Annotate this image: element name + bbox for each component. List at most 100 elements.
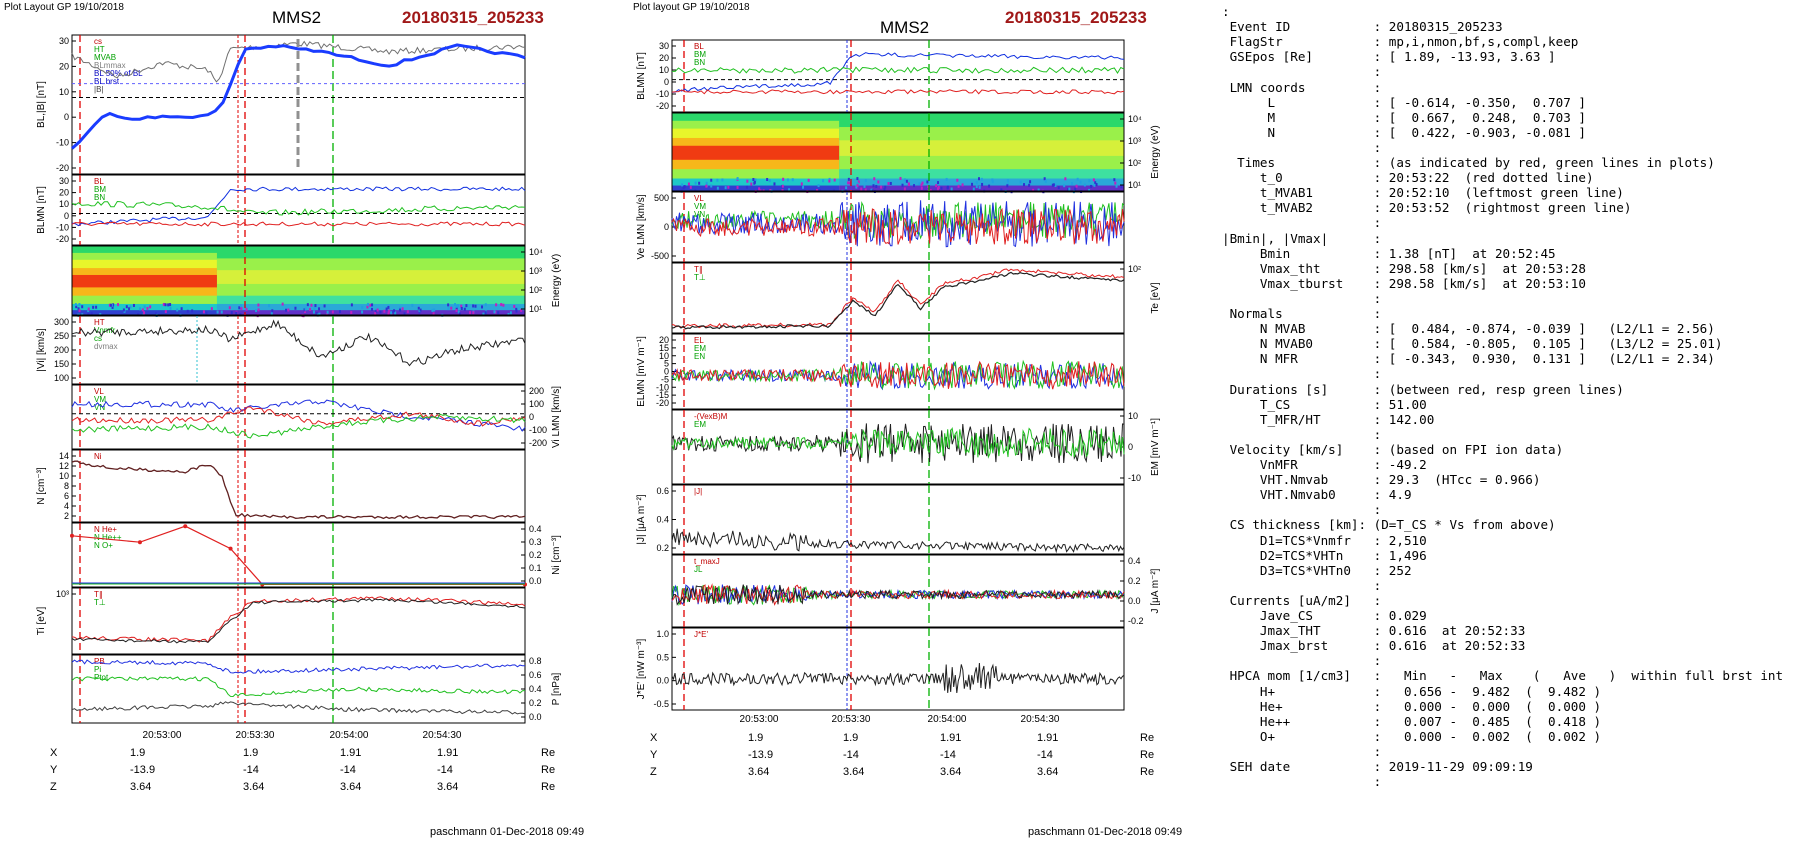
left-p-ytick-label: 0.8 — [529, 656, 542, 666]
right-energy-spec-speckle — [920, 183, 923, 187]
left-pos-row-label: Z — [50, 781, 57, 793]
right-energy-spec-speckle — [1000, 188, 1003, 192]
left-energy-spec-band-pre — [72, 287, 217, 297]
right-energy-spec-speckle — [781, 184, 784, 188]
left-energy-spec-speckle — [271, 309, 274, 313]
info-row: : — [1222, 366, 1382, 382]
left-blmn-legend-entry: BM — [94, 185, 106, 194]
right-energy-spec-speckle — [978, 185, 981, 189]
event-info-panel: : Event ID : 20180315_205233 FlagStr : m… — [1222, 4, 1800, 804]
left-blmn-series-bn — [71, 221, 526, 227]
left-energy-spec-speckle — [220, 310, 223, 314]
left-n-ytick-label: 2 — [64, 511, 69, 521]
info-row: CS thickness [km]: (D=T_CS * Vs from abo… — [1222, 517, 1556, 533]
left-energy-spec-speckle — [239, 304, 242, 308]
right-pos-value: 1.91 — [1037, 732, 1059, 744]
right-energy-spec-speckle — [884, 185, 887, 189]
right-energy-spec-speckle — [945, 177, 948, 181]
left-ti-legend-entry: T∥ — [94, 590, 103, 599]
right-energy-spec-speckle — [721, 178, 724, 182]
left-ti-frame — [71, 587, 526, 655]
left-energy-spec-speckle — [141, 308, 144, 312]
right-energy-spec-speckle — [1043, 177, 1046, 181]
info-row: Currents [uA/m2] : — [1222, 592, 1382, 608]
left-energy-spec-speckle — [323, 304, 326, 308]
right-energy-spec-speckle — [822, 179, 825, 183]
right-ve-ytick-label: 500 — [654, 193, 669, 203]
right-energy-spec-speckle — [1071, 182, 1074, 186]
left-energy-spec-speckle — [75, 305, 78, 309]
right-energy-spec-band-post — [839, 185, 1124, 192]
left-energy-spec-speckle — [132, 303, 135, 307]
right-pos-value: 3.64 — [843, 766, 865, 778]
left-header: Plot Layout GP 19/10/2018 — [4, 2, 124, 13]
right-elmn-ytick-label: 20 — [659, 335, 669, 345]
left-energy-spec-speckle — [366, 305, 369, 309]
left-energy-spec-speckle — [371, 303, 374, 307]
right-ve-legend-entry: VM — [694, 202, 706, 211]
info-row: VHT.Nmvab0 : 4.9 — [1222, 487, 1412, 503]
info-row: D2=TCS*VHTn : 1,496 — [1222, 547, 1427, 563]
right-energy-spec-speckle — [710, 178, 713, 182]
left-energy-spec-speckle — [117, 303, 120, 307]
right-ve-ytick-label: 0 — [664, 222, 669, 232]
left-energy-spec-speckle — [460, 304, 463, 308]
left-energy-spec-speckle — [125, 305, 128, 309]
left-vilmn-legend-entry: VN — [94, 403, 105, 412]
right-energy-spec-speckle — [724, 186, 727, 190]
left-energy-spec-speckle — [433, 308, 436, 312]
right-energy-spec-speckle — [828, 177, 831, 181]
left-vilmn-legend-entry: VM — [94, 395, 106, 404]
left-pos-value: -14 — [243, 764, 259, 776]
left-energy-spec-speckle — [500, 303, 503, 307]
left-energy-spec-speckle — [111, 305, 114, 309]
right-energy-spec-speckle — [788, 188, 791, 192]
left-p-ytick-label: 0.6 — [529, 670, 542, 680]
right-energy-spec-band-post — [839, 113, 1124, 128]
left-energy-spec-speckle — [78, 303, 81, 307]
left-vi-legend-entry: dvmax — [94, 342, 118, 351]
left-ni-ytick-label: 0.3 — [529, 537, 542, 547]
right-energy-spec-speckle — [899, 176, 902, 180]
right-energy-spec-speckle — [935, 184, 938, 188]
right-energy-spec-speckle — [1037, 188, 1040, 192]
right-elmn-series-em — [671, 359, 1125, 391]
right-energy-spec-speckle — [1076, 177, 1079, 181]
right-energy-spec-speckle — [991, 180, 994, 184]
left-vi-ytick-label: 150 — [54, 359, 69, 369]
left-vi-legend-entry: Vnmfr — [94, 326, 116, 335]
right-energy-spec-speckle — [1094, 181, 1097, 185]
left-energy-ylabel: Energy (eV) — [551, 254, 562, 307]
left-energy-spec-speckle — [294, 306, 297, 310]
right-pos-row-label: Y — [650, 749, 658, 761]
right-energy-spec-speckle — [1032, 188, 1035, 192]
left-energy-spec-speckle — [383, 309, 386, 313]
info-row: He++ : 0.007 - 0.485 ( 0.418 ) — [1222, 713, 1602, 729]
left-energy-spec-speckle — [350, 303, 353, 307]
right-energy-spec-speckle — [975, 181, 978, 185]
right-jlmn-series-3 — [671, 584, 1125, 606]
left-energy-spec-speckle — [304, 309, 307, 313]
left-energy-spec-speckle — [457, 310, 460, 314]
left-energy-spec-speckle — [216, 310, 219, 314]
left-ni-legend-entry: N He+ — [94, 525, 117, 534]
right-energy-spec-speckle — [754, 178, 757, 182]
left-energy-spec-speckle — [255, 309, 258, 313]
left-n-ylabel: N [cm⁻³] — [36, 467, 47, 505]
left-energy-spec-speckle — [176, 308, 179, 312]
left-energy-ytick-label: 10³ — [529, 266, 542, 276]
left-energy-spec-speckle — [447, 307, 450, 311]
right-energy-spec-band-pre — [672, 169, 840, 180]
right-blmn-legend-entry: BL — [694, 42, 704, 51]
left-energy-spec-speckle — [331, 310, 334, 314]
right-energy-spec-speckle — [705, 181, 708, 185]
right-ve-series-vl — [671, 200, 1125, 248]
right-energy-spec-speckle — [683, 185, 686, 189]
left-energy-spec-speckle — [313, 307, 316, 311]
left-energy-spec-band-post — [216, 303, 525, 311]
left-vi-ytick-label: 100 — [54, 373, 69, 383]
left-time-tick-label: 20:53:00 — [143, 730, 182, 741]
left-energy-spec-speckle — [374, 312, 377, 316]
left-vilmn-ytick-label: -100 — [529, 425, 547, 435]
right-energy-spec-speckle — [1075, 184, 1078, 188]
